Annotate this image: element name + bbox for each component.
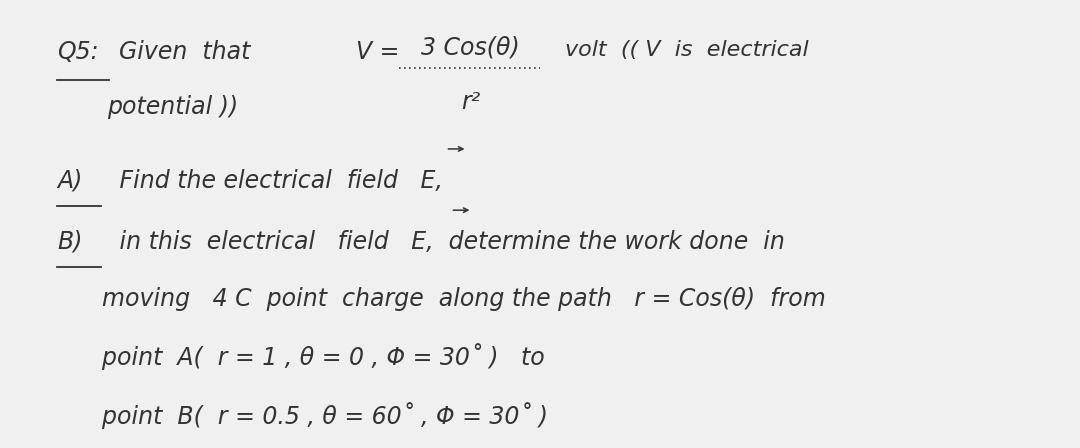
Text: potential )): potential )) bbox=[107, 95, 239, 119]
Text: moving   4 C  point  charge  along the path   r = Cos(θ)  from: moving 4 C point charge along the path r… bbox=[57, 287, 826, 311]
Text: Q5:: Q5: bbox=[57, 40, 99, 65]
Text: B): B) bbox=[57, 230, 83, 254]
Text: Find the electrical  field   E,: Find the electrical field E, bbox=[112, 169, 443, 193]
Text: A): A) bbox=[57, 169, 83, 193]
Text: in this  electrical   field   E,  determine the work done  in: in this electrical field E, determine th… bbox=[112, 230, 785, 254]
Text: r²: r² bbox=[461, 90, 480, 114]
Text: V =: V = bbox=[356, 40, 400, 65]
Text: volt  (( V  is  electrical: volt (( V is electrical bbox=[565, 40, 809, 60]
Text: 3 Cos(θ): 3 Cos(θ) bbox=[421, 35, 519, 60]
Text: Given  that: Given that bbox=[119, 40, 251, 65]
Text: point  A(  r = 1 , θ = 0 , Φ = 30˚ )   to: point A( r = 1 , θ = 0 , Φ = 30˚ ) to bbox=[57, 344, 545, 370]
Text: point  B(  r = 0.5 , θ = 60˚ , Φ = 30˚ ): point B( r = 0.5 , θ = 60˚ , Φ = 30˚ ) bbox=[57, 402, 549, 429]
